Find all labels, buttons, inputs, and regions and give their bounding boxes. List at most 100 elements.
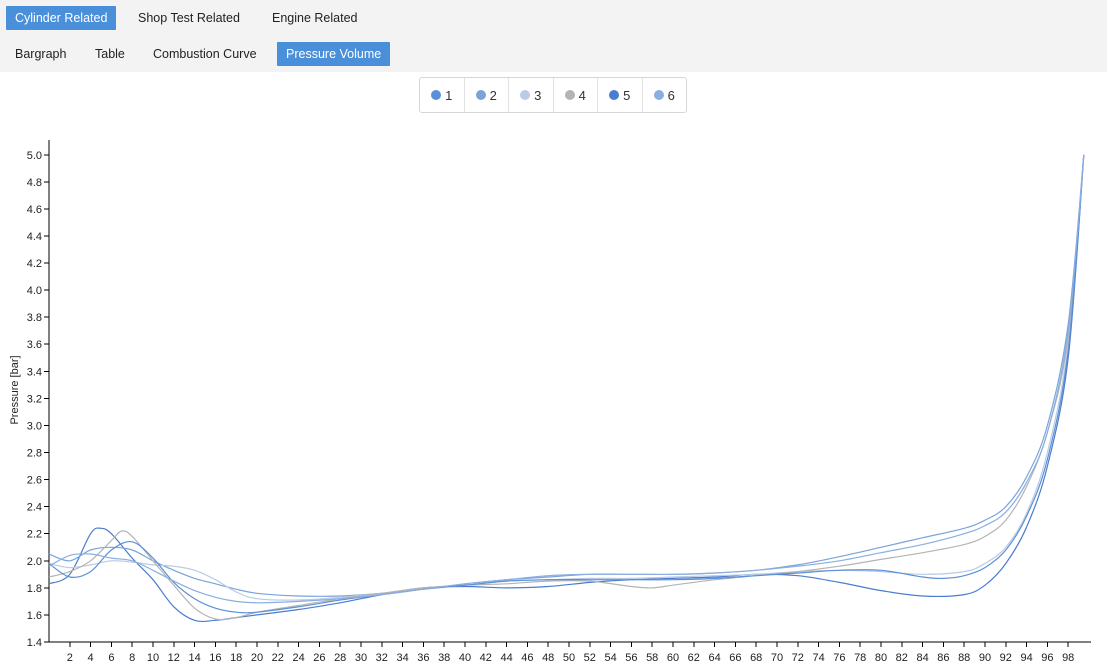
x-tick-label: 48 <box>542 652 554 664</box>
legend-dot-icon <box>564 90 575 100</box>
x-tick-label: 54 <box>604 652 616 664</box>
x-tick-label: 64 <box>708 652 720 664</box>
x-tick-label: 22 <box>272 652 284 664</box>
y-tick-label: 4.4 <box>27 231 42 243</box>
legend-item-3[interactable]: 3 <box>509 78 554 112</box>
x-tick-label: 90 <box>979 652 991 664</box>
y-tick-label: 3.8 <box>27 312 42 324</box>
y-tick-label: 5.0 <box>27 150 42 162</box>
top-toolbar: Cylinder Related Shop Test Related Engin… <box>0 0 1107 72</box>
x-tick-label: 16 <box>209 652 221 664</box>
series-line-3 <box>48 154 1085 601</box>
x-tick-label: 66 <box>729 652 741 664</box>
x-tick-label: 10 <box>147 652 159 664</box>
x-tick-label: 98 <box>1062 652 1074 664</box>
legend-label: 5 <box>623 87 631 103</box>
y-tick-label: 1.6 <box>27 610 42 622</box>
pressure-volume-chart: Pressure [bar] 1.4 1.6 1.8 2.0 2.2 2.4 2.6 2.8 3… <box>9 140 1091 664</box>
x-tick-label: 18 <box>230 652 242 664</box>
legend-dot-icon <box>609 90 620 100</box>
series-line-6 <box>48 154 1085 604</box>
x-tick-label: 28 <box>334 652 346 664</box>
x-tick-label: 32 <box>376 652 388 664</box>
x-tick-label: 76 <box>833 652 845 664</box>
y-tick-label: 1.4 <box>27 637 42 649</box>
cylinder-legend: 1 2 3 4 5 6 <box>419 77 687 113</box>
x-tick-label: 86 <box>937 652 949 664</box>
x-tick-label: 12 <box>168 652 180 664</box>
chart-series <box>48 154 1085 623</box>
tab-cylinder-related[interactable]: Cylinder Related <box>6 6 117 30</box>
x-tick-label: 4 <box>88 652 94 664</box>
x-tick-label: 56 <box>625 652 637 664</box>
y-axis-label: Pressure [bar] <box>9 355 21 424</box>
legend-item-2[interactable]: 2 <box>465 78 509 112</box>
x-tick-label: 8 <box>129 652 135 664</box>
x-tick-label: 42 <box>480 652 492 664</box>
legend-dot-icon <box>520 90 531 100</box>
y-tick-label: 2.2 <box>27 529 42 541</box>
x-tick-label: 34 <box>396 652 408 664</box>
tab-pressure-volume[interactable]: Pressure Volume <box>277 42 391 66</box>
x-tick-label: 50 <box>563 652 575 664</box>
x-tick-label: 60 <box>667 652 679 664</box>
x-tick-label: 74 <box>812 652 824 664</box>
x-tick-label: 46 <box>521 652 533 664</box>
x-tick-label: 26 <box>313 652 325 664</box>
x-tick-label: 82 <box>896 652 908 664</box>
x-tick-label: 40 <box>459 652 471 664</box>
chart-axes: 1.4 1.6 1.8 2.0 2.2 2.4 2.6 2.8 3.0 3.2 3.4 3.6 3.8 4… <box>27 140 1091 664</box>
legend-item-1[interactable]: 1 <box>420 78 465 112</box>
x-tick-label: 20 <box>251 652 263 664</box>
legend-item-6[interactable]: 6 <box>643 78 687 112</box>
x-tick-label: 52 <box>584 652 596 664</box>
series-line-1 <box>48 154 1085 623</box>
x-tick-label: 94 <box>1020 652 1032 664</box>
y-tick-label: 2.6 <box>27 475 42 487</box>
y-tick-label: 2.4 <box>27 502 42 514</box>
x-tick-label: 68 <box>750 652 762 664</box>
x-tick-label: 72 <box>792 652 804 664</box>
legend-item-4[interactable]: 4 <box>554 78 598 112</box>
y-tick-label: 3.4 <box>27 366 42 378</box>
series-line-4 <box>48 154 1085 621</box>
x-tick-label: 80 <box>875 652 887 664</box>
legend-item-5[interactable]: 5 <box>598 78 643 112</box>
x-tick-label: 14 <box>188 652 200 664</box>
legend-label: 2 <box>489 87 497 103</box>
x-tick-label: 84 <box>916 652 928 664</box>
tab-shop-test-related[interactable]: Shop Test Related <box>138 11 240 25</box>
legend-dot-icon <box>475 90 486 100</box>
legend-label: 4 <box>578 87 586 103</box>
tab-combustion-curve[interactable]: Combustion Curve <box>153 47 257 61</box>
x-tick-label: 2 <box>67 652 73 664</box>
y-tick-label: 2.8 <box>27 448 42 460</box>
legend-label: 1 <box>445 87 453 103</box>
x-tick-label: 62 <box>688 652 700 664</box>
y-tick-label: 3.6 <box>27 339 42 351</box>
y-tick-label: 1.8 <box>27 583 42 595</box>
legend-label: 3 <box>534 87 542 103</box>
series-line-5 <box>48 154 1085 614</box>
x-tick-label: 96 <box>1041 652 1053 664</box>
y-tick-label: 3.2 <box>27 393 42 405</box>
x-tick-label: 92 <box>1000 652 1012 664</box>
x-tick-label: 44 <box>500 652 512 664</box>
x-tick-label: 78 <box>854 652 866 664</box>
legend-label: 6 <box>667 87 675 103</box>
y-tick-label: 4.8 <box>27 177 42 189</box>
x-tick-label: 6 <box>108 652 114 664</box>
y-tick-label: 3.0 <box>27 420 42 432</box>
tab-engine-related[interactable]: Engine Related <box>272 11 358 25</box>
x-tick-label: 88 <box>958 652 970 664</box>
x-tick-label: 38 <box>438 652 450 664</box>
x-tick-label: 30 <box>355 652 367 664</box>
x-tick-label: 58 <box>646 652 658 664</box>
x-tick-label: 36 <box>417 652 429 664</box>
y-tick-label: 4.0 <box>27 285 42 297</box>
x-tick-label: 70 <box>771 652 783 664</box>
x-tick-label: 24 <box>292 652 304 664</box>
tab-table[interactable]: Table <box>95 47 125 61</box>
tab-bargraph[interactable]: Bargraph <box>15 47 67 61</box>
legend-dot-icon <box>653 90 664 100</box>
